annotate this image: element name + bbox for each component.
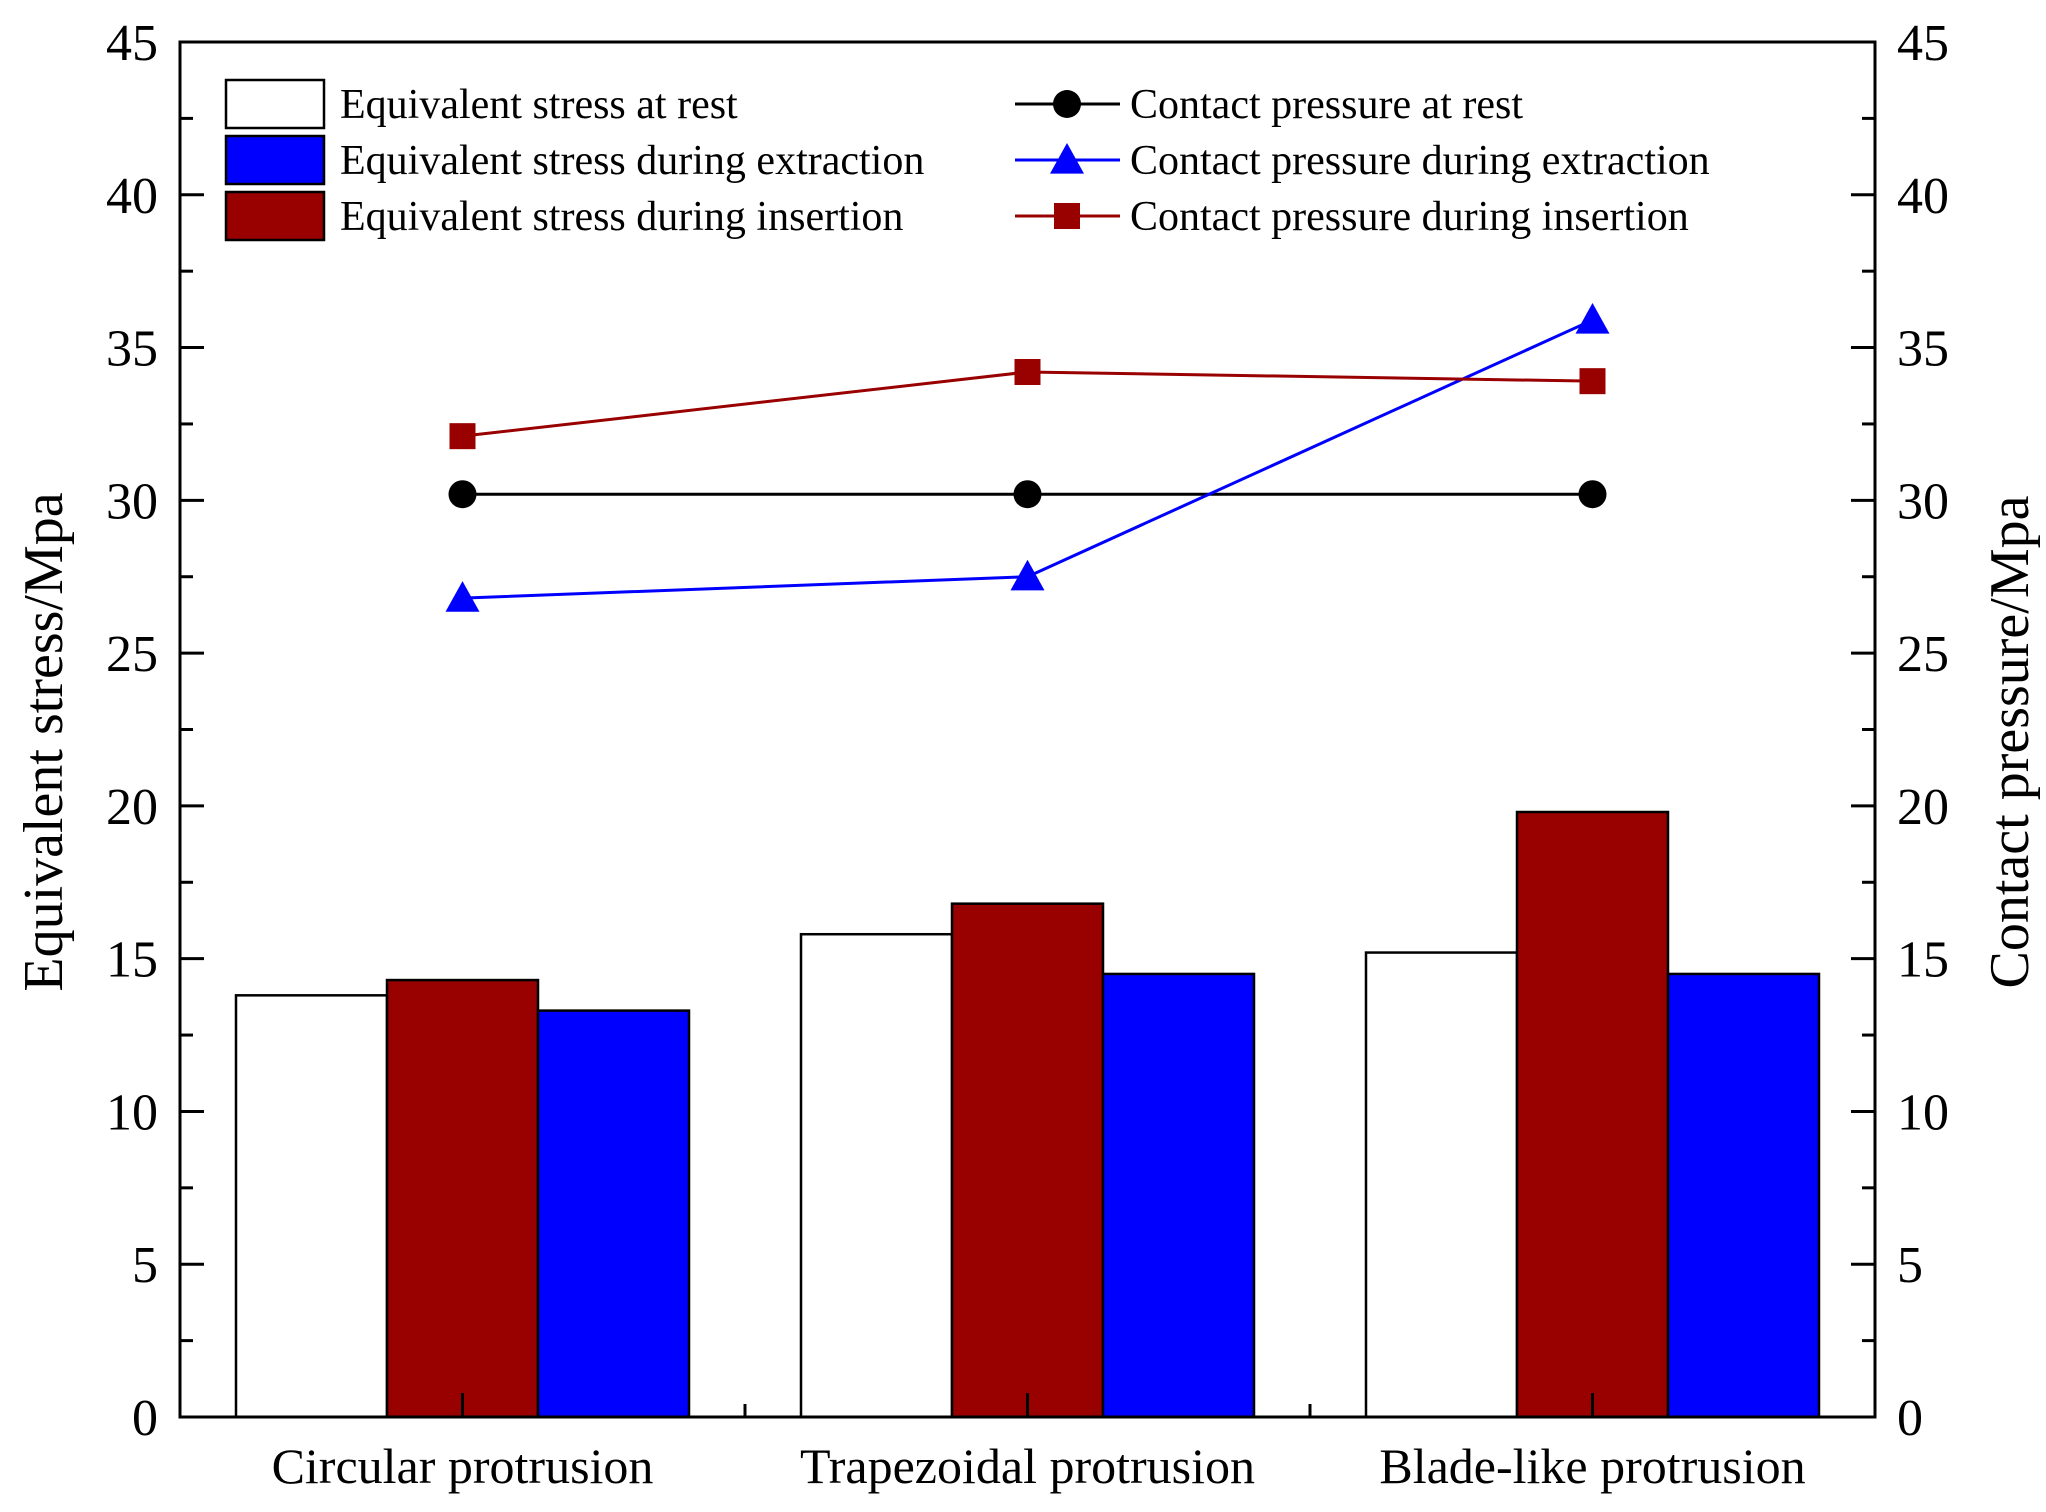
legend-swatch-bar-2 xyxy=(224,134,326,186)
x-tick-label-1: Circular protrusion xyxy=(272,1438,654,1494)
legend-swatch-bar-1 xyxy=(224,78,326,130)
legend-label-line-3: Contact pressure during insertion xyxy=(1130,194,1689,240)
x-tick-label-2: Trapezoidal protrusion xyxy=(800,1438,1255,1494)
line-2-point-3 xyxy=(1575,303,1610,334)
axes-layer: 0 0 5 5 10 10 15 15 20 20 25 25 30 30 35 35 40 40 45 45 Circ… xyxy=(106,15,1949,1494)
lines-layer xyxy=(445,303,1610,612)
y-tick-label-left-35: 35 xyxy=(106,321,158,378)
y-axis-title-right: Contact pressure/Mpa xyxy=(1979,495,2041,988)
line-3-point-3 xyxy=(1579,368,1606,395)
line-1-point-3 xyxy=(1578,480,1607,509)
y-tick-label-left-0: 0 xyxy=(132,1390,158,1447)
x-tick-label-3: Blade-like protrusion xyxy=(1379,1438,1805,1494)
y-axis-title-left: Equivalent stress/Mpa xyxy=(13,492,75,991)
legend-label-line-2: Contact pressure during extraction xyxy=(1130,138,1710,184)
bar-1-2 xyxy=(799,932,954,1419)
legend-marker-1 xyxy=(1053,90,1081,118)
y-tick-label-right-25: 25 xyxy=(1897,626,1949,683)
line-1-point-2 xyxy=(1013,480,1042,509)
line-2-point-1 xyxy=(445,581,480,612)
y-tick-label-left-40: 40 xyxy=(106,168,158,225)
legend-swatch-bar-3 xyxy=(224,190,326,242)
line-3-point-2 xyxy=(1014,359,1041,385)
legend-label-bar-1: Equivalent stress at rest xyxy=(340,82,738,128)
line-1-point-1 xyxy=(448,480,477,509)
y-tick-label-left-45: 45 xyxy=(106,15,158,72)
y-tick-label-right-10: 10 xyxy=(1897,1084,1949,1141)
line-2-point-2 xyxy=(1010,559,1045,591)
y-tick-label-left-10: 10 xyxy=(106,1084,158,1141)
bar-3-3 xyxy=(1666,972,1821,1419)
bar-1-1 xyxy=(234,994,389,1419)
y-tick-label-right-40: 40 xyxy=(1897,168,1949,225)
bar-1-3 xyxy=(1364,951,1519,1419)
y-tick-label-left-25: 25 xyxy=(106,626,158,683)
y-tick-label-left-20: 20 xyxy=(106,779,158,836)
bar-2-1 xyxy=(385,978,540,1419)
legend-marker-2 xyxy=(1050,143,1084,174)
y-tick-label-left-30: 30 xyxy=(106,473,158,530)
y-tick-label-right-0: 0 xyxy=(1897,1390,1923,1447)
bar-3-2 xyxy=(1101,972,1256,1419)
y-tick-label-left-15: 15 xyxy=(106,932,158,989)
y-tick-label-right-45: 45 xyxy=(1897,15,1949,72)
y-tick-label-right-15: 15 xyxy=(1897,932,1949,989)
legend: Equivalent stress at rest Equivalent stre… xyxy=(224,78,1710,242)
bar-2-3 xyxy=(1515,810,1670,1419)
y-tick-label-left-5: 5 xyxy=(132,1237,158,1294)
legend-label-bar-3: Equivalent stress during insertion xyxy=(340,194,903,240)
y-tick-label-right-20: 20 xyxy=(1897,779,1949,836)
legend-label-bar-2: Equivalent stress during extraction xyxy=(340,138,924,184)
line-3-point-1 xyxy=(449,423,476,450)
bars-layer xyxy=(234,810,1821,1419)
y-tick-label-right-5: 5 xyxy=(1897,1237,1923,1294)
legend-label-line-1: Contact pressure at rest xyxy=(1130,82,1523,128)
bar-3-1 xyxy=(536,1009,691,1419)
y-tick-label-right-35: 35 xyxy=(1897,321,1949,378)
legend-marker-3 xyxy=(1054,203,1080,229)
y-tick-label-right-30: 30 xyxy=(1897,473,1949,530)
bar-2-2 xyxy=(950,902,1105,1419)
